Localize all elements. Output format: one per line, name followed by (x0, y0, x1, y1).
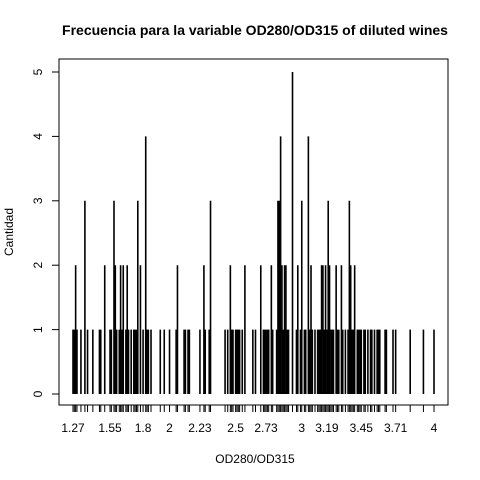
y-tick-label: 3 (31, 197, 45, 204)
x-tick-label: 2.5 (227, 421, 244, 435)
x-axis: 1.27 1.55 1.8 2 2.23 2.5 2.73 3 3.19 3.45 3.71 4 (61, 405, 438, 435)
x-tick-label: 3 (298, 421, 305, 435)
x-tick-label: 3.19 (315, 421, 339, 435)
y-tick-label: 2 (31, 262, 45, 269)
x-tick-label: 1.55 (98, 421, 122, 435)
chart-title: Frecuencia para la variable OD280/OD315 … (62, 22, 448, 38)
y-tick-label: 5 (31, 68, 45, 75)
y-tick-label: 0 (31, 390, 45, 397)
x-tick-label: 4 (431, 421, 438, 435)
x-tick-label: 1.27 (61, 421, 85, 435)
x-tick-label: 2 (166, 421, 173, 435)
x-tick-label: 2.73 (254, 421, 278, 435)
x-tick-label: 2.23 (188, 421, 212, 435)
y-axis: 0 1 2 3 4 5 (31, 68, 60, 397)
x-tick-label: 3.71 (384, 421, 408, 435)
x-axis-label: OD280/OD315 (215, 452, 295, 466)
bars-group (72, 72, 435, 394)
x-tick-label: 3.45 (350, 421, 374, 435)
y-tick-label: 1 (31, 326, 45, 333)
x-tick-label: 1.8 (135, 421, 152, 435)
y-tick-label: 4 (31, 133, 45, 140)
y-axis-label: Cantidad (2, 208, 16, 256)
